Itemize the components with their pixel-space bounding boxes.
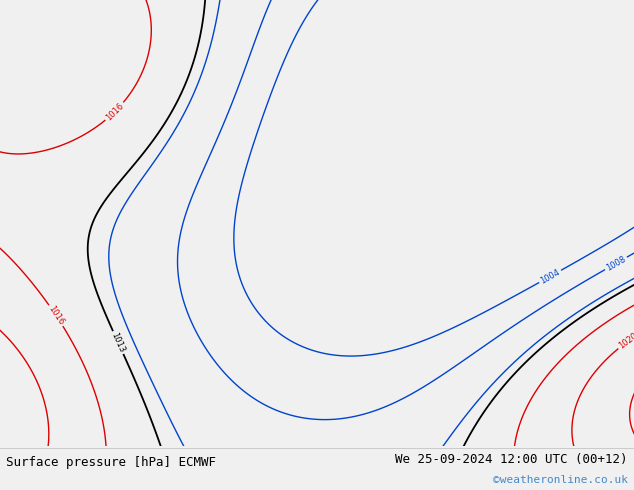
Text: 1016: 1016 bbox=[104, 101, 126, 122]
Text: 1013: 1013 bbox=[110, 331, 127, 354]
Text: 1020: 1020 bbox=[617, 331, 634, 351]
Text: 1004: 1004 bbox=[539, 268, 562, 286]
Text: 1008: 1008 bbox=[605, 254, 627, 272]
Text: 1016: 1016 bbox=[46, 304, 66, 327]
Text: Surface pressure [hPa] ECMWF: Surface pressure [hPa] ECMWF bbox=[6, 456, 216, 469]
Text: We 25-09-2024 12:00 UTC (00+12): We 25-09-2024 12:00 UTC (00+12) bbox=[395, 453, 628, 466]
Text: ©weatheronline.co.uk: ©weatheronline.co.uk bbox=[493, 475, 628, 485]
